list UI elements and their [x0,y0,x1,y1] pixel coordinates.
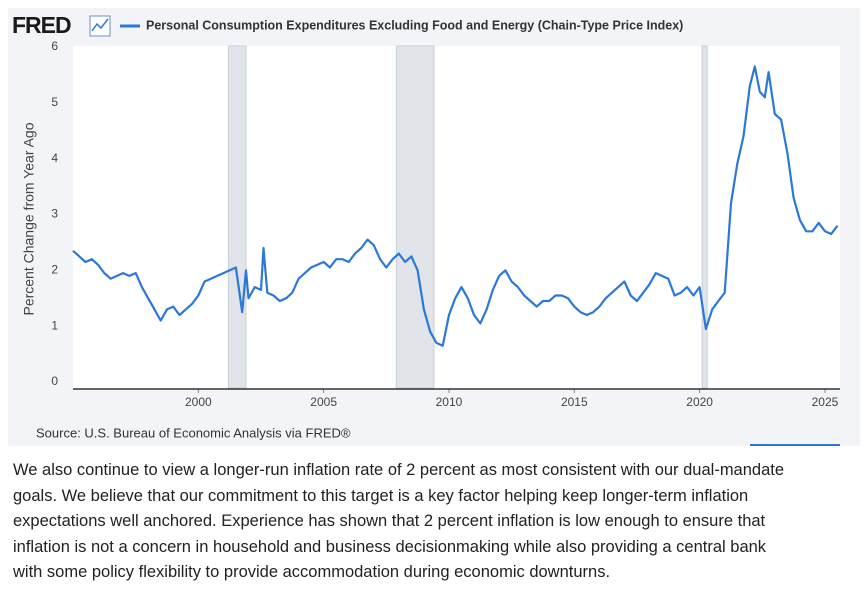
y-tick-label: 3 [51,207,58,221]
x-tick-label: 2000 [185,395,212,409]
y-tick-label: 6 [51,39,58,53]
y-tick-label: 1 [51,318,58,332]
x-tick-label: 2020 [686,395,713,409]
x-tick-label: 2005 [310,395,337,409]
chart: FRED Personal Consumption Expenditures E… [8,8,860,446]
logo-icon [89,15,111,37]
paragraph-line: expectations well anchored. Experience h… [13,512,766,531]
plot-area [73,46,840,389]
recession-band [701,45,708,389]
paragraph-line: We also continue to view a longer-run in… [13,461,785,479]
logo: FRED [12,12,71,38]
y-tick-label: 0 [51,374,58,388]
y-tick-label: 2 [51,263,58,277]
x-tick-label: 2025 [812,395,839,409]
recession-band [395,45,435,389]
y-tick-label: 4 [51,151,58,165]
legend-label: Personal Consumption Expenditures Exclud… [146,18,683,32]
y-tick-label: 5 [51,95,58,109]
paragraph-line: with some policy flexibility to provide … [13,563,611,582]
recession-band [227,45,247,389]
x-tick-label: 2015 [561,395,588,409]
series-line [72,65,839,347]
x-tick-label: 2010 [436,395,463,409]
paragraph: We also continue to view a longer-run in… [13,458,863,586]
y-axis-label: Percent Change from Year Ago [21,122,37,315]
paragraph-line: goals. We believe that our commitment to… [13,486,749,505]
source: Source: U.S. Bureau of Economic Analysis… [36,425,351,440]
paragraph-line: inflation is not a concern in household … [13,537,767,556]
